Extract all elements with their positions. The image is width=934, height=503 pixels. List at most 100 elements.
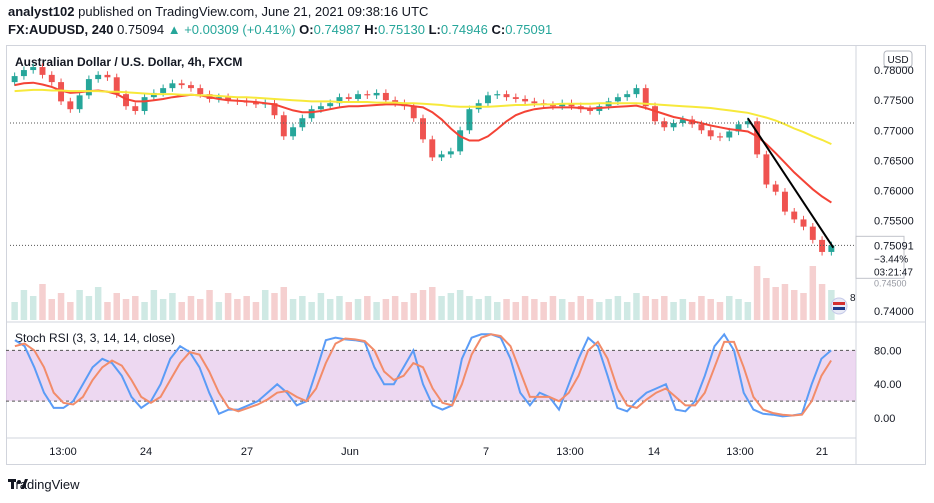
last-change-label: −3.44% [874, 254, 908, 265]
volume-bar [215, 302, 223, 320]
volume-bar [29, 296, 37, 320]
candle-body [11, 76, 18, 83]
volume-bar [493, 302, 501, 320]
high-label: H: [364, 22, 378, 37]
candle-body [587, 109, 594, 112]
last-price-box [855, 235, 905, 279]
candle-body [188, 85, 194, 89]
candle-body [522, 98, 529, 102]
volume-bar [698, 296, 705, 320]
volume-bar [11, 302, 18, 320]
volume-bar [197, 299, 204, 320]
volume-bar [317, 293, 325, 320]
candle-body [503, 94, 510, 98]
volume-bar [558, 299, 566, 320]
countdown-label: 03:21:47 [874, 267, 913, 278]
price-tick-label: 0.76000 [874, 186, 914, 198]
volume-bar [354, 299, 362, 320]
volume-bar [763, 278, 770, 320]
volume-bar [67, 302, 74, 320]
candle-body [104, 74, 111, 78]
volume-bar [48, 299, 56, 320]
open-label: O: [299, 22, 314, 37]
volume-bar [503, 299, 510, 320]
rsi-tick-label: 0.00 [874, 413, 895, 425]
candle-body [707, 130, 714, 137]
rsi-tick-label: 40.00 [874, 379, 902, 391]
volume-bar [818, 284, 826, 320]
candle-body [420, 118, 426, 140]
volume-bar [540, 302, 547, 320]
currency-badge [883, 50, 913, 68]
time-axis[interactable]: 13:00 24 27 Jun 7 13:00 14 13:00 21 [6, 437, 856, 458]
flag-stripe [833, 302, 845, 305]
volume-bar [651, 299, 659, 320]
volume-bar [429, 287, 436, 320]
candle-body [679, 119, 686, 124]
time-tick-label: 14 [648, 446, 660, 458]
candle-body [410, 106, 417, 119]
up-arrow-icon: ▲ [167, 22, 181, 37]
candle-body [95, 74, 102, 80]
candle-body [20, 70, 27, 77]
time-tick-label: Jun [341, 446, 359, 458]
ma-slow-line [14, 88, 832, 146]
volume-bar [271, 293, 278, 320]
candle-body [280, 115, 287, 137]
volume-bar [753, 266, 761, 320]
volume-bar [252, 302, 260, 320]
price-tick-label: 0.77500 [874, 95, 914, 107]
candle-body [327, 103, 334, 107]
candle-body [735, 124, 742, 132]
time-tick-label: 21 [816, 446, 828, 458]
volume-bar [289, 299, 297, 320]
candle-body [429, 139, 436, 158]
candle-body [438, 154, 445, 158]
price-tick-label: 0.78000 [874, 65, 914, 77]
candle-body [299, 118, 306, 128]
volume-bar [122, 299, 130, 320]
chart-frame[interactable] [6, 45, 926, 465]
candle-body [178, 83, 185, 86]
price-change: +0.00309 (+0.41%) [184, 22, 296, 37]
candle-body [132, 106, 139, 112]
volume-bar [364, 296, 371, 320]
volume-bar [549, 296, 557, 320]
candle-body [48, 74, 55, 83]
rsi-tick-label: 80.00 [874, 345, 902, 357]
candle-body [670, 123, 677, 128]
trendline [746, 117, 835, 249]
last-price-label: 0.75091 [874, 240, 914, 252]
rsi-title: Stoch RSI (3, 3, 14, 14, close) [15, 331, 175, 345]
candle-body [225, 97, 232, 101]
volume-bar [466, 296, 473, 320]
candle-body [772, 184, 779, 192]
volume-bar [577, 296, 585, 320]
volume-bar [159, 299, 167, 320]
volume-bar [224, 293, 232, 320]
price-pane[interactable]: Australian Dollar / U.S. Dollar, 4h, FXC… [6, 45, 926, 465]
publisher-name[interactable]: analyst102 [8, 4, 75, 19]
candle-body [197, 88, 204, 95]
candle-body [76, 95, 83, 110]
candle-body [652, 106, 658, 122]
published-text: published on TradingView.com, June 21, 2… [78, 4, 429, 19]
volume-bar [187, 296, 195, 320]
candle-body [336, 97, 343, 104]
candle-body [355, 94, 362, 99]
volume-bar [261, 290, 269, 320]
open-value: 0.74987 [313, 22, 361, 37]
low-value: 0.74946 [440, 22, 488, 37]
candle-body [308, 109, 315, 119]
partial-tick-label: 0.74500 [874, 278, 907, 288]
candle-body [549, 104, 556, 107]
candle-body [494, 94, 501, 96]
chart-title: Australian Dollar / U.S. Dollar, 4h, FXC… [15, 55, 242, 69]
volume-bar [484, 296, 492, 320]
volume-bar [373, 302, 380, 320]
volume-bar [568, 302, 575, 320]
candle-body [800, 219, 807, 227]
volume-bar [744, 302, 752, 320]
stoch-rsi-pane[interactable]: Stoch RSI (3, 3, 14, 14, close) 80.00 40.0… [6, 331, 902, 425]
